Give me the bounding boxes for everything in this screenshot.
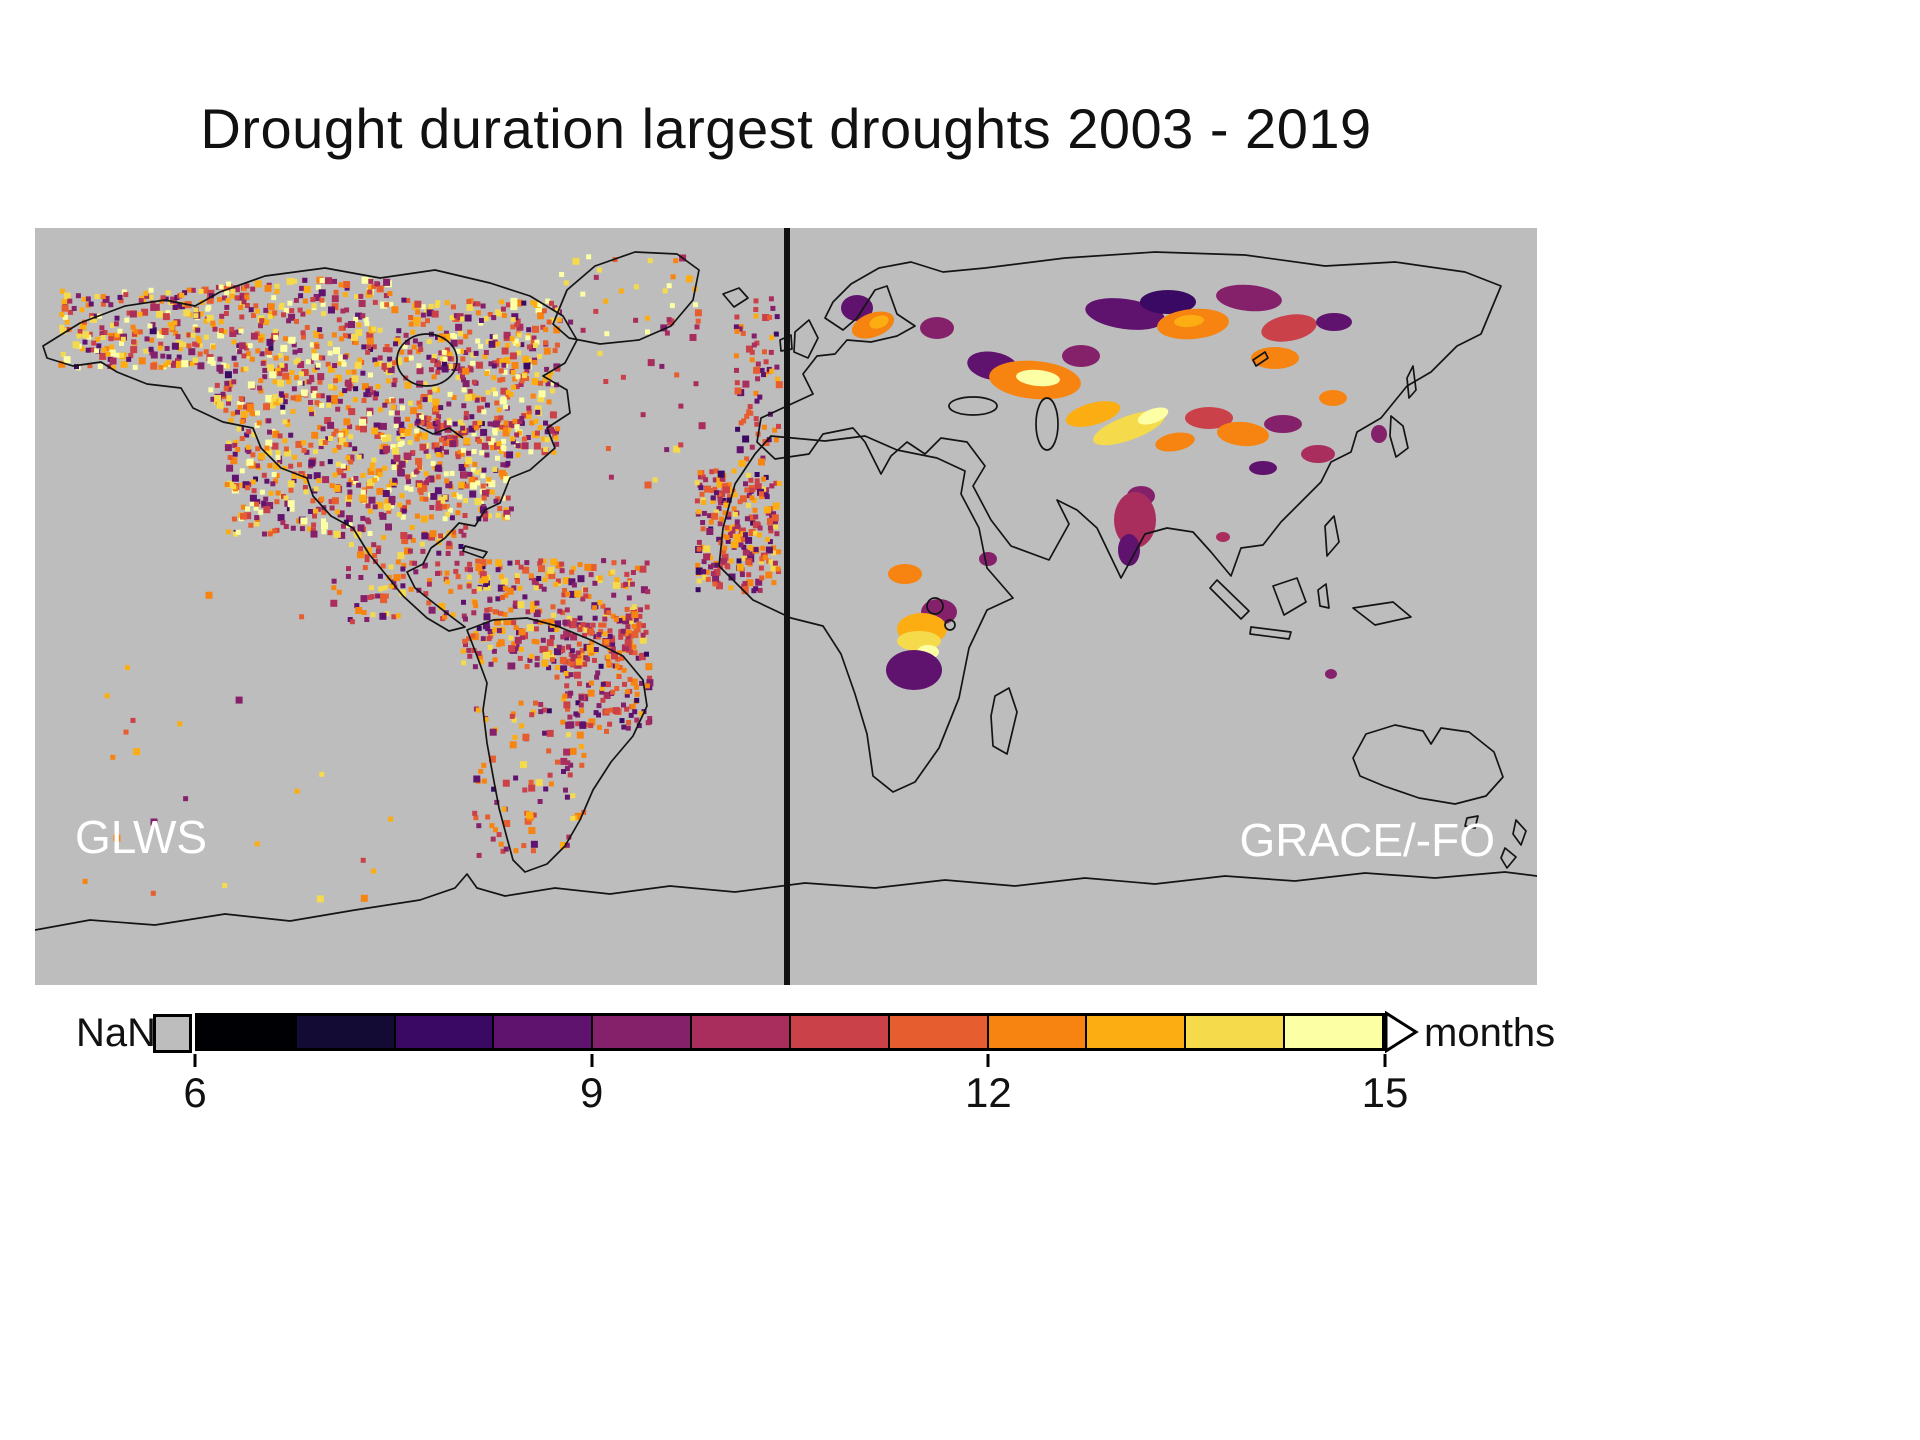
- tick-label-15: 15: [1361, 1069, 1409, 1116]
- colorbar-segment: [889, 1016, 989, 1048]
- coast-britain: [793, 319, 819, 359]
- drought-region-finland: [920, 317, 954, 339]
- tick-mark-9: [590, 1054, 594, 1067]
- colorbar-segment: [198, 1016, 297, 1048]
- world-map-panel: GLWS GRACE/-FO: [35, 228, 1537, 985]
- lake-victoria: [926, 597, 944, 615]
- colorbar-segment: [988, 1016, 1088, 1048]
- drought-region-east-china: [1301, 445, 1335, 463]
- drought-region-east-europe-core: [1016, 369, 1060, 387]
- drought-region-kazakhstan-west: [1065, 401, 1121, 427]
- coast-sakhalin: [1406, 365, 1417, 399]
- coast-africa: [718, 435, 1014, 793]
- coast-cuba: [462, 545, 488, 559]
- colorbar-segment: [1087, 1016, 1187, 1048]
- coast-antarctica: [35, 871, 1537, 931]
- glws-speckle-layer: [58, 254, 783, 903]
- nan-label: NaN: [76, 1011, 157, 1055]
- panel-label-grace-fo: GRACE/-FO: [1239, 814, 1495, 866]
- colorbar: [195, 1013, 1385, 1051]
- drought-region-scandinavia-west: [841, 295, 873, 321]
- coast-philippines: [1324, 515, 1340, 557]
- tick-mark-12: [986, 1054, 990, 1067]
- coast-new-guinea: [1352, 601, 1412, 626]
- coast-new-zealand-north: [1512, 819, 1527, 846]
- drought-region-zimbabwe-purple: [886, 650, 942, 690]
- coast-north-america: [42, 267, 578, 632]
- colorbar-ticks: 6 9 12 15: [183, 1051, 1408, 1116]
- coast-japan: [1389, 415, 1409, 458]
- colorbar-unit-label: months: [1424, 1011, 1556, 1055]
- drought-region-congo-north: [888, 564, 922, 584]
- coast-java: [1249, 626, 1292, 640]
- coast-sumatra: [1209, 579, 1250, 620]
- panel-divider: [784, 228, 790, 985]
- coast-south-america: [466, 617, 648, 873]
- colorbar-segment: [593, 1016, 693, 1048]
- colorbar-segment: [494, 1016, 594, 1048]
- panel-label-glws: GLWS: [75, 811, 208, 863]
- drought-region-kazakhstan-core: [1137, 407, 1169, 425]
- coast-borneo: [1272, 577, 1307, 616]
- drought-region-kenya-spot: [979, 552, 997, 566]
- colorbar-segment: [790, 1016, 890, 1048]
- drought-region-gobi: [1217, 421, 1269, 447]
- colorbar-segment: [692, 1016, 791, 1048]
- lake-hudson-bay: [396, 333, 458, 387]
- coast-tasmania: [1464, 815, 1479, 829]
- coastlines: [35, 251, 1537, 931]
- tick-mark-15: [1383, 1054, 1387, 1067]
- coast-new-zealand-south: [1500, 847, 1517, 869]
- drought-region-kolyma: [1316, 313, 1352, 331]
- coast-sulawesi: [1317, 583, 1330, 609]
- tick-label-6: 6: [183, 1069, 207, 1116]
- drought-region-volga: [1062, 345, 1100, 367]
- drought-region-transbaikal: [1251, 347, 1299, 369]
- drought-region-mongolia: [1185, 407, 1233, 429]
- coast-madagascar: [990, 687, 1018, 755]
- drought-region-indonesia-spot: [1325, 669, 1337, 679]
- drought-region-manchuria: [1319, 390, 1347, 406]
- lake-baikal: [1252, 351, 1269, 367]
- colorbar-segment: [1285, 1016, 1382, 1048]
- sea-black-sea: [948, 396, 998, 416]
- colorbar-segment: [395, 1016, 495, 1048]
- tick-label-9: 9: [579, 1069, 604, 1116]
- nan-color-swatch: [153, 1014, 192, 1053]
- drought-region-central-siberia-core: [1174, 314, 1204, 328]
- drought-region-east-siberia: [1261, 314, 1317, 342]
- world-map: [35, 228, 1537, 985]
- drought-region-west-siberia-dark: [1140, 290, 1196, 314]
- drought-region-korea-japan: [1371, 425, 1387, 443]
- drought-region-indochina-spot: [1216, 532, 1230, 542]
- drought-region-scandinavia-core: [869, 315, 889, 329]
- drought-region-tibet: [1249, 461, 1277, 475]
- tick-label-12: 12: [964, 1069, 1012, 1116]
- figure-title: Drought duration largest droughts 2003 -…: [200, 97, 1372, 160]
- coast-eurasia: [756, 251, 1502, 579]
- grace-blob-layer: [841, 284, 1387, 690]
- lake-great-lakes: [416, 425, 464, 439]
- drought-region-tianshan: [1155, 432, 1195, 452]
- drought-region-yakutia: [1216, 284, 1282, 312]
- colorbar-overflow-arrow-icon: [1385, 1010, 1419, 1054]
- coast-iceland: [722, 287, 749, 308]
- sea-caspian: [1035, 397, 1059, 451]
- colorbar-segment: [1186, 1016, 1286, 1048]
- drought-region-north-china: [1264, 415, 1302, 433]
- tick-mark-6: [193, 1054, 197, 1067]
- coast-greenland: [552, 251, 700, 345]
- drought-region-india-south: [1118, 534, 1140, 566]
- colorbar-segment: [296, 1016, 396, 1048]
- coast-australia: [1352, 724, 1504, 805]
- lake-tanganyika: [944, 619, 956, 631]
